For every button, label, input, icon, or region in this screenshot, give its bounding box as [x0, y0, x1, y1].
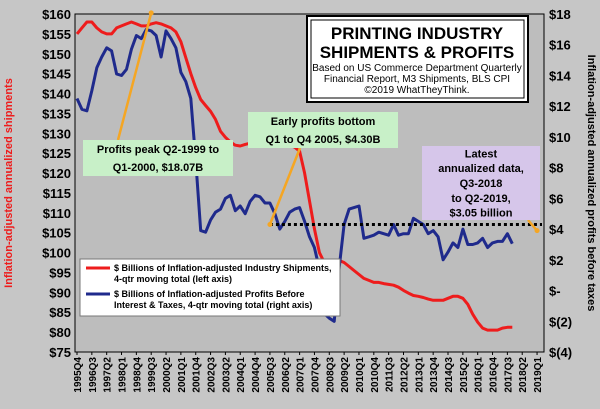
y-axis-right: $18 $16 $14 $12 $10 $8 $6 $4 $2 $- $(2) $(4) [549, 7, 572, 360]
y-tick-right: $4 [549, 222, 564, 237]
x-tick-label: 2006Q2 [281, 357, 292, 393]
x-tick-label: 2011Q3 [385, 357, 396, 392]
y-tick-right: $8 [549, 161, 563, 176]
legend: $ Billions of Inflation-adjusted Industr… [79, 258, 341, 317]
y-tick-left: $120 [42, 166, 71, 181]
x-tick-label: 2004Q1 [236, 357, 247, 393]
legend-label-profits-line-2: Interest & Taxes, 4-qtr moving total (ri… [114, 300, 312, 310]
x-tick-label: 2017Q3 [503, 357, 514, 393]
y-tick-right: $(2) [549, 314, 572, 329]
legend-label-shipments-line-2: 4-qtr moving total (left axis) [114, 274, 232, 284]
x-tick-label: 2018Q2 [518, 357, 529, 393]
y-tick-left: $80 [49, 325, 71, 340]
chart-subtitle-line-2: Financial Report, M3 Shipments, BLS CPI [324, 74, 510, 85]
y-tick-left: $140 [42, 87, 71, 102]
y-tick-left: $110 [43, 206, 71, 221]
y-tick-left: $145 [42, 67, 71, 82]
y-tick-left: $100 [42, 246, 71, 261]
annotation-arrow-head [148, 10, 154, 16]
x-tick-label: 2004Q4 [251, 357, 262, 393]
annotations: Profits peak Q2-1999 to Q1-2000, $18.07B E… [83, 10, 540, 234]
x-tick-label: 2001Q4 [192, 357, 203, 393]
y-tick-left: $95 [49, 265, 71, 280]
annotation-text: $3.05 billion [450, 208, 513, 220]
x-tick-label: 1998Q4 [132, 357, 143, 393]
x-tick-label: 2019Q1 [533, 357, 544, 393]
y-tick-right: $14 [549, 68, 571, 83]
annotation-text: Early profits bottom [271, 116, 376, 128]
y-tick-left: $105 [42, 226, 71, 241]
chart-subtitle-line-3: ©2019 WhatTheyThink. [364, 85, 469, 96]
y-axis-left: $160 $155 $150 $145 $140 $135 $130 $125 $120 $115… [42, 7, 71, 360]
annotation-arrow-head [534, 228, 540, 234]
y-tick-right: $10 [549, 130, 571, 145]
x-tick-label: 2013Q1 [414, 357, 425, 393]
annotation-text: to Q2-2019, [451, 193, 510, 205]
chart-title-line-2: SHIPMENTS & PROFITS [320, 43, 515, 62]
annotation-arrow-head [267, 221, 273, 227]
annotation-text: Q1-2000, $18.07B [113, 162, 204, 174]
y-tick-left: $75 [49, 345, 71, 360]
x-tick-label: 2007Q1 [296, 357, 307, 393]
y-tick-left: $130 [42, 126, 71, 141]
y-tick-left: $90 [49, 285, 71, 300]
chart-title-line-1: PRINTING INDUSTRY [331, 24, 504, 43]
y-tick-left: $115 [43, 186, 71, 201]
x-tick-label: 2010Q1 [355, 357, 366, 393]
annotation-text: annualized data, [438, 163, 524, 175]
x-tick-label: 1999Q3 [147, 357, 158, 393]
x-tick-label: 2005Q3 [266, 357, 277, 393]
legend-label-shipments-line-1: $ Billions of Inflation-adjusted Industr… [114, 263, 332, 273]
y-tick-left: $150 [42, 47, 71, 62]
x-tick-label: 2001Q1 [177, 357, 188, 393]
y-tick-right: $(4) [549, 345, 572, 360]
series-line-profits [75, 27, 514, 323]
y-tick-left: $160 [42, 7, 71, 22]
annotation-text: Q1 to Q4 2005, $4.30B [266, 134, 381, 146]
y-axis-right-title: Inflation-adjusted annualized profits be… [585, 55, 597, 312]
y-tick-left: $125 [42, 146, 71, 161]
y-tick-left: $85 [49, 305, 71, 320]
annotation-text: Latest [465, 148, 498, 160]
legend-label-profits-line-1: $ Billions of Inflation-adjusted Profits… [114, 289, 305, 299]
x-tick-label: 2008Q3 [325, 357, 336, 393]
x-tick-label: 1995Q4 [73, 357, 84, 393]
y-tick-right: $6 [549, 191, 563, 206]
annotation-text: Profits peak Q2-1999 to [97, 144, 220, 156]
annotation-arrow [116, 12, 153, 141]
x-tick-label: 2016Q1 [474, 357, 485, 393]
x-tick-label: 1996Q3 [88, 357, 99, 393]
annotation-box [422, 146, 540, 220]
chart-subtitle-line-1: Based on US Commerce Department Quarterl… [312, 63, 522, 74]
annotation-box [83, 140, 233, 176]
x-tick-label: 2015Q2 [459, 357, 470, 393]
x-tick-label: 2002Q3 [207, 357, 218, 393]
annotation-arrow [268, 147, 302, 225]
x-tick-label: 2012Q2 [399, 357, 410, 393]
x-tick-label: 2000Q2 [162, 357, 173, 393]
title-box: PRINTING INDUSTRY SHIPMENTS & PROFITS Ba… [306, 15, 529, 103]
y-tick-right: $16 [549, 38, 571, 53]
y-tick-right: $- [549, 284, 561, 299]
annotation-box [248, 112, 398, 148]
x-tick-label: 2013Q4 [429, 357, 440, 393]
x-axis: 1995Q4 1996Q3 1997Q2 1998Q1 1998Q4 1999Q3 2000… [73, 352, 544, 393]
y-tick-left: $155 [42, 27, 71, 42]
y-tick-left: $135 [42, 106, 71, 121]
x-tick-label: 2007Q4 [310, 357, 321, 393]
annotation-text: Q3-2018 [460, 178, 503, 190]
y-axis-left-title: Inflation-adjusted annualized shipments [3, 78, 15, 288]
x-tick-label: 2014Q3 [444, 357, 455, 393]
x-tick-label: 2003Q2 [221, 357, 232, 393]
y-tick-right: $12 [549, 99, 571, 114]
y-tick-right: $18 [549, 7, 571, 22]
y-tick-right: $2 [549, 253, 563, 268]
x-tick-label: 1998Q1 [118, 357, 129, 393]
x-tick-label: 2016Q4 [489, 357, 500, 393]
x-tick-label: 1997Q2 [103, 357, 114, 393]
x-tick-label: 2010Q4 [370, 357, 381, 393]
x-tick-label: 2009Q2 [340, 357, 351, 393]
